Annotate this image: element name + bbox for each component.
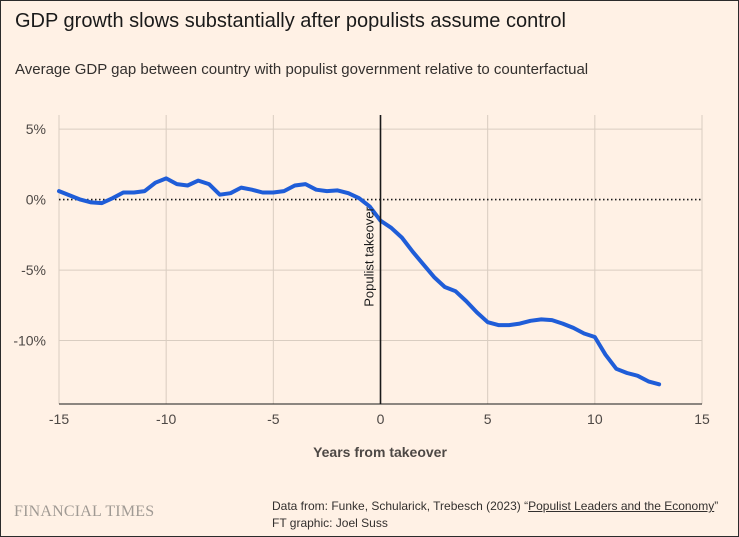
- y-tick-label: -10%: [13, 333, 46, 349]
- gdp-gap-series-line: [57, 176, 662, 387]
- source-link[interactable]: Populist Leaders and the Economy: [528, 499, 715, 513]
- series-layer: [57, 176, 662, 387]
- financial-times-logo: FINANCIAL TIMES: [14, 503, 155, 520]
- y-tick-label: 0%: [26, 192, 46, 208]
- x-tick-label: 10: [587, 411, 603, 427]
- chart-subtitle: Average GDP gap between country with pop…: [15, 61, 589, 78]
- x-tick-label: 15: [694, 411, 710, 427]
- x-tick-label: -5: [267, 411, 280, 427]
- source-suffix: ”: [714, 499, 719, 513]
- source-note: Data from: Funke, Schularick, Trebesch (…: [272, 498, 718, 532]
- annotation-layer: Populist takeover: [362, 115, 382, 404]
- x-tick-label: -15: [49, 411, 69, 427]
- x-tick-label: -10: [156, 411, 176, 427]
- source-prefix: Data from: Funke, Schularick, Trebesch (…: [272, 499, 529, 513]
- x-tick-label: 5: [484, 411, 492, 427]
- chart-title: GDP growth slows substantially after pop…: [15, 10, 566, 32]
- x-tick-label: 0: [377, 411, 385, 427]
- y-tick-label: -5%: [21, 262, 46, 278]
- takeover-annotation-label: Populist takeover: [362, 206, 377, 306]
- graphic-credit: FT graphic: Joel Suss: [272, 516, 388, 530]
- tick-labels: -15 -10 -5 0 5 10 15 5% 0% -5% -10%: [13, 121, 710, 427]
- source-line: Data from: Funke, Schularick, Trebesch (…: [272, 498, 718, 515]
- y-tick-label: 5%: [26, 121, 46, 137]
- x-axis-title: Years from takeover: [313, 444, 447, 460]
